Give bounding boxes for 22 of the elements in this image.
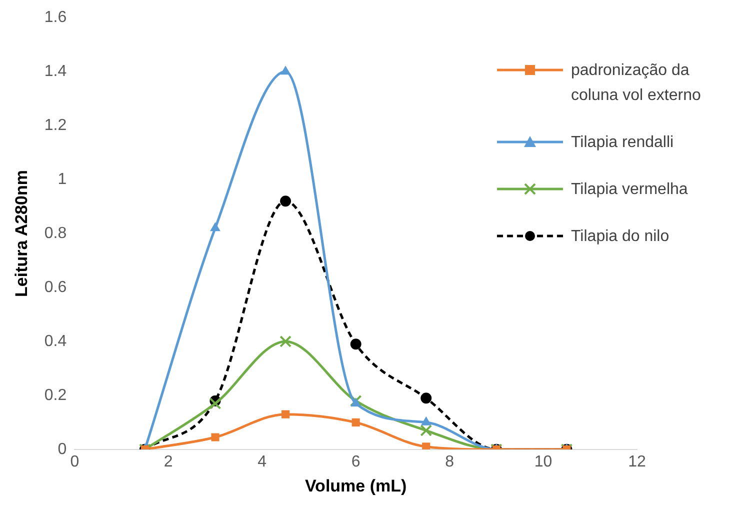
x-tick-label: 12 [628,453,646,470]
legend-label: Tilapia rendalli [571,133,674,153]
x-tick-label: 10 [534,453,552,470]
y-tick-label: 0 [58,440,67,458]
legend-label: Tilapia vermelha [571,180,688,200]
y-tick-label: 1.4 [44,62,67,80]
y-tick-label: 0.8 [44,224,67,242]
x-tick-label: 4 [258,453,267,470]
y-axis-title: Leitura A280nm [12,170,31,297]
legend-label: Tilapia do nilo [571,227,670,247]
y-tick-label: 1.6 [44,9,67,26]
x-tick-label: 2 [164,453,173,470]
x-tick-label: 8 [445,453,454,470]
x-tick-label: 0 [70,453,80,470]
y-tick-label: 1.2 [44,116,67,134]
y-tick-label: 0.6 [44,278,67,296]
y-tick-label: 0.4 [44,332,67,350]
y-tick-label: 1 [58,170,67,188]
legend-label: padronização da coluna vol externo [571,61,702,106]
y-tick-label: 0.2 [44,386,67,404]
x-tick-label: 6 [351,453,360,470]
x-axis-title: Volume (mL) [304,476,407,496]
